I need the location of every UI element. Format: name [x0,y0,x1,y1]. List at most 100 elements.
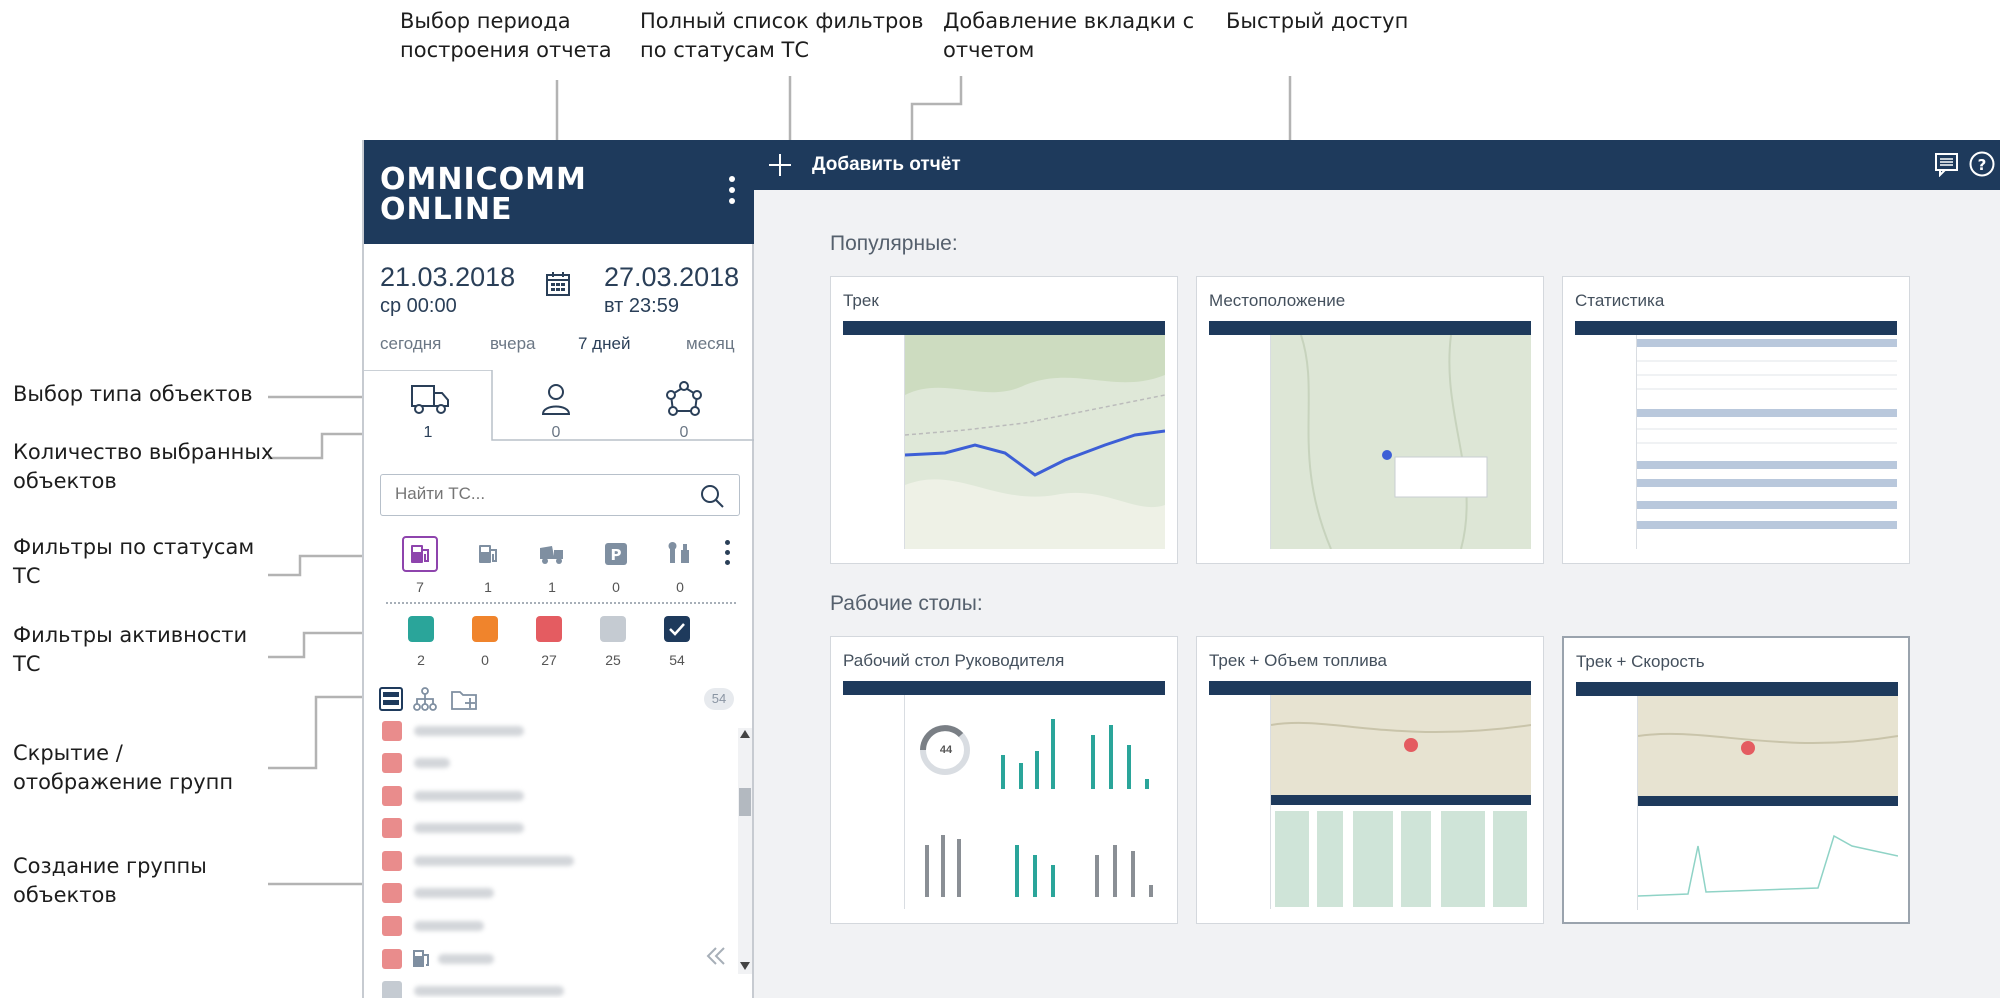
add-report-label[interactable]: Добавить отчёт [812,154,961,175]
list-scrollbar[interactable] [738,728,752,974]
status-filters-menu-button[interactable] [722,540,734,570]
search-input[interactable] [395,484,675,504]
status-filter-parking[interactable]: P 0 [598,536,634,596]
status-filter-dump-truck-count: 1 [548,579,556,595]
period-yesterday-button[interactable]: вчера [490,334,536,353]
report-thumbnail [843,321,1165,549]
status-filter-fuel[interactable]: 1 [470,536,506,596]
report-card-statistics[interactable]: Статистика [1562,276,1910,564]
status-filter-fuel-station[interactable]: 7 [402,536,438,596]
date-from[interactable]: 21.03.2018 [380,262,516,292]
status-filter-parking-count: 0 [612,579,620,595]
list-item[interactable] [382,817,632,839]
time-from[interactable]: ср 00:00 [380,295,457,317]
desktop-card-manager[interactable]: Рабочий стол Руководителя 44 [830,636,1178,924]
report-card-location[interactable]: Местоположение [1196,276,1544,564]
callout-status-filters-line2: ТС [13,564,41,588]
object-tab-vehicles-count: 1 [423,424,433,441]
period-today-button[interactable]: сегодня [380,334,442,353]
main-menu-button[interactable] [724,176,740,208]
list-item[interactable] [382,980,632,998]
collapse-sidebar-icon[interactable] [704,944,728,968]
callout-selected-count: Количество выбранных объектов [13,438,273,496]
group-network-icon [666,381,702,416]
activity-swatch [664,616,690,642]
logo-line1: OMNICOMM [380,162,587,197]
callout-hide-groups-line1: Скрытие / [13,741,123,765]
object-tab-groups[interactable]: 0 [644,378,724,448]
activity-filter-moving-count: 2 [417,652,425,668]
object-tab-vehicles[interactable]: 1 [388,378,468,448]
callout-filters-list: Полный список фильтров по статусам ТС [640,7,924,65]
status-filter-dump-truck[interactable]: 1 [534,536,570,596]
add-report-button[interactable] [760,146,800,184]
report-thumbnail: 44 [843,681,1165,909]
callout-create-group: Создание группы объектов [13,852,207,910]
callout-quick-access: Быстрый доступ [1226,9,1409,33]
object-list [364,720,738,998]
callout-period: Выбор периода построения отчета [400,7,612,65]
desktop-card-track-speed[interactable]: Трек + Скорость [1562,636,1910,924]
report-card-track[interactable]: Трек [830,276,1178,564]
popular-section-title: Популярные: [830,232,958,255]
logo-header: OMNICOMM ONLINE [364,140,754,244]
activity-filter-offline[interactable]: 25 [598,616,628,674]
list-item[interactable] [382,882,632,904]
callout-hide-groups: Скрытие / отображение групп [13,739,233,797]
list-item[interactable] [382,720,632,742]
list-item[interactable] [382,948,632,970]
report-thumbnail [1576,682,1898,910]
fuel-icon [479,545,497,563]
time-to[interactable]: вт 23:59 [604,295,679,317]
object-tab-drivers-count: 0 [551,424,561,441]
track-fuel-preview [1271,695,1531,909]
report-card-title: Рабочий стол Руководителя [843,651,1065,670]
list-item[interactable] [382,752,632,774]
status-filter-service[interactable]: 0 [662,536,698,596]
list-item[interactable] [382,850,632,872]
report-card-title: Трек + Объем топлива [1209,651,1388,670]
search-icon[interactable] [699,483,725,509]
callout-filters-list-line1: Полный список фильтров [640,9,924,33]
table-preview [1637,339,1897,529]
help-icon[interactable]: ? [1968,150,1996,178]
filters-divider [386,602,736,604]
add-folder-icon[interactable] [450,686,480,712]
activity-swatch [600,616,626,642]
messages-icon[interactable] [1934,151,1960,177]
object-tabs-outline [364,370,754,441]
calendar-icon[interactable] [544,270,572,298]
report-tabs-bar: Добавить отчёт ? [754,140,2000,190]
list-item[interactable] [382,915,632,937]
callout-create-group-line1: Создание группы [13,854,207,878]
hierarchy-icon[interactable] [412,686,438,712]
period-7days-button[interactable]: 7 дней [578,334,631,353]
desktops-section-title: Рабочие столы: [830,592,983,615]
date-to[interactable]: 27.03.2018 [604,262,740,292]
period-month-button[interactable]: месяц [686,334,735,353]
list-item[interactable] [382,785,632,807]
scroll-down-icon[interactable] [739,960,751,972]
activity-filter-no-data[interactable]: 27 [534,616,564,674]
scroll-up-icon[interactable] [739,728,751,740]
person-icon [541,384,571,415]
status-filter-service-count: 0 [676,579,684,595]
callout-selected-count-line1: Количество выбранных [13,440,274,464]
report-thumbnail [1209,681,1531,909]
activity-filter-all[interactable]: 54 [662,616,692,674]
svg-text:?: ? [1978,156,1987,174]
activity-filter-moving[interactable]: 2 [406,616,436,674]
desktop-card-track-fuel[interactable]: Трек + Объем топлива [1196,636,1544,924]
report-card-title: Статистика [1575,291,1665,310]
checkmark-icon [669,623,685,636]
activity-filter-idle-count: 0 [481,652,489,668]
callout-activity-filters-line1: Фильтры активности [13,623,248,647]
activity-filter-all-count: 54 [669,652,685,668]
object-tab-drivers[interactable]: 0 [516,378,596,448]
activity-filter-offline-count: 25 [605,652,621,668]
map-preview [1271,335,1531,549]
app-window: OMNICOMM ONLINE Добавить отчёт ? 21.03.2… [362,140,2000,998]
toggle-groups-icon[interactable] [378,686,404,712]
activity-filter-idle[interactable]: 0 [470,616,500,674]
truck-icon [411,385,449,414]
